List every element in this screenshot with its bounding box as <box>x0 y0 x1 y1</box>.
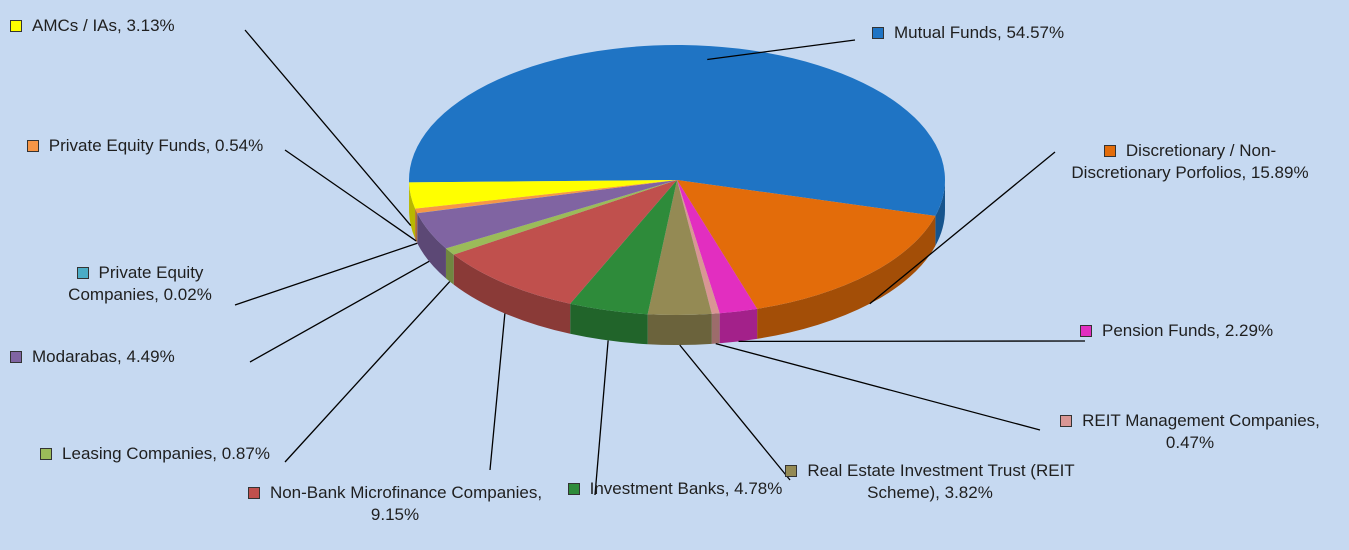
slice <box>677 180 936 309</box>
data-label: AMCs / IAs, 3.13% <box>10 15 270 37</box>
leader-line <box>244 29 412 227</box>
data-label: Investment Banks, 4.78% <box>560 478 790 500</box>
legend-marker <box>26 140 39 152</box>
slice-side <box>409 182 416 239</box>
data-label: REIT Management Companies, 0.47% <box>1060 410 1320 454</box>
slice-side <box>417 213 446 279</box>
legend-marker <box>567 483 580 495</box>
legend-marker <box>10 20 22 32</box>
label-text: Non-Bank Microfinance Companies, 9.15% <box>269 483 543 524</box>
slice-side <box>445 248 454 285</box>
label-text: Real Estate Investment Trust (REIT Schem… <box>807 461 1075 502</box>
label-text: Mutual Funds, 54.57% <box>894 23 1065 42</box>
slice <box>677 180 720 314</box>
slice <box>570 180 677 315</box>
legend-marker <box>785 465 798 477</box>
legend-marker <box>247 487 260 499</box>
legend-marker <box>76 267 89 279</box>
leader-line <box>249 260 430 363</box>
slice <box>409 180 677 209</box>
slice-side <box>935 180 945 246</box>
leader-line <box>594 340 609 496</box>
label-text: REIT Management Companies, 0.47% <box>1082 411 1320 452</box>
slice-side <box>453 254 571 334</box>
slice <box>415 180 677 214</box>
leader-line <box>234 242 418 306</box>
label-text: AMCs / IAs, 3.13% <box>32 16 175 35</box>
leader-line <box>869 151 1056 305</box>
leader-line <box>715 342 1041 431</box>
slice-side <box>647 313 712 345</box>
label-text: Investment Banks, 4.78% <box>589 479 783 498</box>
slice-side <box>415 208 418 244</box>
legend-marker <box>10 351 22 363</box>
label-text: Private Equity Companies, 0.02% <box>68 263 212 304</box>
data-label: Pension Funds, 2.29% <box>1080 320 1349 342</box>
data-label: Private Equity Funds, 0.54% <box>5 135 285 157</box>
data-label: Leasing Companies, 0.87% <box>20 443 290 465</box>
legend-marker <box>40 448 53 460</box>
legend-marker <box>1060 415 1073 427</box>
label-text: Leasing Companies, 0.87% <box>62 444 270 463</box>
legend-marker <box>1103 145 1116 157</box>
slice-tops <box>409 44 946 315</box>
slice <box>677 180 758 314</box>
leader-line <box>679 344 791 481</box>
data-label: Mutual Funds, 54.57% <box>872 22 1172 44</box>
label-text: Discretionary / Non-Discretionary Porfol… <box>1071 141 1309 182</box>
leader-line <box>707 39 856 61</box>
data-label: Non-Bank Microfinance Companies, 9.15% <box>240 482 550 526</box>
label-text: Modarabas, 4.49% <box>32 347 175 366</box>
legend-marker <box>1080 325 1092 337</box>
legend-marker <box>872 27 884 39</box>
leader-line <box>284 149 417 242</box>
leader-line <box>489 313 506 471</box>
slice <box>453 180 677 304</box>
leader-line <box>284 281 451 463</box>
data-label: Discretionary / Non-Discretionary Porfol… <box>1060 140 1320 184</box>
slice <box>647 180 712 315</box>
label-text: Private Equity Funds, 0.54% <box>48 136 264 155</box>
slice-sides <box>409 180 945 345</box>
slice <box>417 180 677 214</box>
slice-side <box>757 215 936 339</box>
slice-side <box>719 308 758 344</box>
label-text: Pension Funds, 2.29% <box>1102 321 1274 340</box>
slice <box>409 44 946 216</box>
slice <box>445 180 677 255</box>
slice <box>417 180 677 249</box>
data-label: Modarabas, 4.49% <box>10 346 270 368</box>
slice-side <box>711 313 720 344</box>
data-label: Real Estate Investment Trust (REIT Schem… <box>780 460 1080 504</box>
slice-side <box>570 303 648 345</box>
data-label: Private Equity Companies, 0.02% <box>30 262 250 306</box>
